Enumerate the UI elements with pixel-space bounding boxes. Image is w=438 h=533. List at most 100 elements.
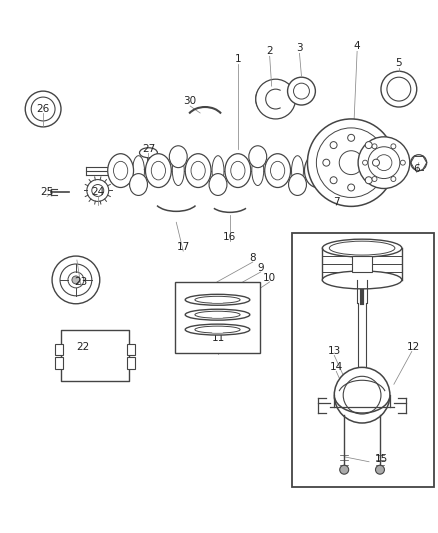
Ellipse shape	[185, 309, 250, 320]
Text: 15: 15	[374, 454, 388, 464]
Circle shape	[340, 465, 349, 474]
Circle shape	[256, 83, 288, 115]
Text: 11: 11	[212, 333, 225, 343]
Text: 10: 10	[263, 273, 276, 283]
Text: 13: 13	[328, 346, 341, 357]
Circle shape	[373, 159, 379, 166]
Circle shape	[363, 160, 367, 165]
Ellipse shape	[310, 161, 325, 180]
Ellipse shape	[191, 161, 205, 180]
Ellipse shape	[130, 174, 148, 196]
Circle shape	[92, 184, 104, 197]
Ellipse shape	[292, 156, 304, 185]
Circle shape	[72, 276, 80, 284]
Circle shape	[391, 176, 396, 182]
Circle shape	[368, 147, 400, 179]
Ellipse shape	[322, 239, 402, 257]
Ellipse shape	[322, 271, 402, 289]
Bar	[175, 282, 260, 353]
Circle shape	[316, 128, 386, 197]
Text: 4: 4	[354, 42, 360, 51]
Ellipse shape	[172, 156, 184, 185]
Circle shape	[400, 160, 405, 165]
Circle shape	[339, 151, 363, 175]
Text: 7: 7	[333, 197, 339, 207]
Circle shape	[372, 176, 377, 182]
Bar	[61, 329, 129, 381]
Circle shape	[358, 137, 410, 189]
Circle shape	[293, 83, 309, 99]
Circle shape	[375, 465, 385, 474]
Circle shape	[31, 97, 55, 121]
Text: 6: 6	[413, 164, 420, 174]
Ellipse shape	[140, 148, 157, 158]
Text: 14: 14	[330, 362, 343, 373]
Ellipse shape	[265, 154, 290, 188]
Circle shape	[288, 77, 315, 105]
Text: 2: 2	[266, 46, 273, 56]
Text: 5: 5	[396, 58, 402, 68]
Text: 17: 17	[177, 242, 190, 252]
Ellipse shape	[185, 154, 211, 188]
Circle shape	[323, 159, 330, 166]
Circle shape	[365, 177, 372, 184]
Ellipse shape	[133, 156, 145, 185]
Text: 8: 8	[250, 253, 256, 263]
Ellipse shape	[289, 174, 307, 196]
Circle shape	[256, 79, 296, 119]
Text: 16: 16	[223, 232, 237, 242]
Circle shape	[372, 144, 377, 149]
Circle shape	[87, 180, 109, 201]
Ellipse shape	[170, 146, 187, 168]
Circle shape	[391, 144, 396, 149]
Text: 27: 27	[142, 144, 155, 154]
Circle shape	[307, 119, 395, 206]
Text: 26: 26	[36, 104, 50, 114]
Ellipse shape	[185, 324, 250, 335]
Bar	[55, 358, 63, 369]
Text: 25: 25	[40, 188, 54, 197]
Circle shape	[52, 256, 100, 304]
Ellipse shape	[195, 296, 240, 303]
Bar	[292, 233, 434, 487]
Ellipse shape	[329, 241, 395, 255]
Circle shape	[330, 142, 337, 149]
Ellipse shape	[151, 161, 166, 180]
Text: 30: 30	[184, 96, 197, 106]
Circle shape	[365, 142, 372, 149]
Ellipse shape	[185, 294, 250, 305]
Circle shape	[387, 77, 411, 101]
Ellipse shape	[249, 146, 267, 168]
Circle shape	[334, 367, 390, 423]
Ellipse shape	[145, 154, 171, 188]
Circle shape	[68, 272, 84, 288]
Text: 3: 3	[296, 43, 303, 53]
Ellipse shape	[225, 154, 251, 188]
Circle shape	[411, 155, 427, 171]
Text: 1: 1	[235, 54, 241, 64]
Ellipse shape	[113, 161, 128, 180]
Text: 24: 24	[91, 188, 104, 197]
Ellipse shape	[195, 326, 240, 333]
Ellipse shape	[108, 154, 134, 188]
Bar	[55, 343, 63, 356]
Circle shape	[348, 134, 355, 141]
Circle shape	[330, 177, 337, 184]
Text: 9: 9	[258, 263, 264, 273]
Circle shape	[376, 155, 392, 171]
Text: 22: 22	[76, 343, 89, 352]
Bar	[127, 343, 134, 356]
Ellipse shape	[195, 311, 240, 318]
Circle shape	[348, 184, 355, 191]
Ellipse shape	[252, 156, 264, 185]
Ellipse shape	[304, 154, 330, 188]
Bar	[127, 358, 134, 369]
Bar	[352, 256, 372, 272]
Circle shape	[381, 71, 417, 107]
Ellipse shape	[212, 156, 224, 185]
Ellipse shape	[271, 161, 285, 180]
Text: 23: 23	[74, 277, 88, 287]
Circle shape	[263, 90, 281, 108]
Circle shape	[25, 91, 61, 127]
Text: 12: 12	[407, 343, 420, 352]
